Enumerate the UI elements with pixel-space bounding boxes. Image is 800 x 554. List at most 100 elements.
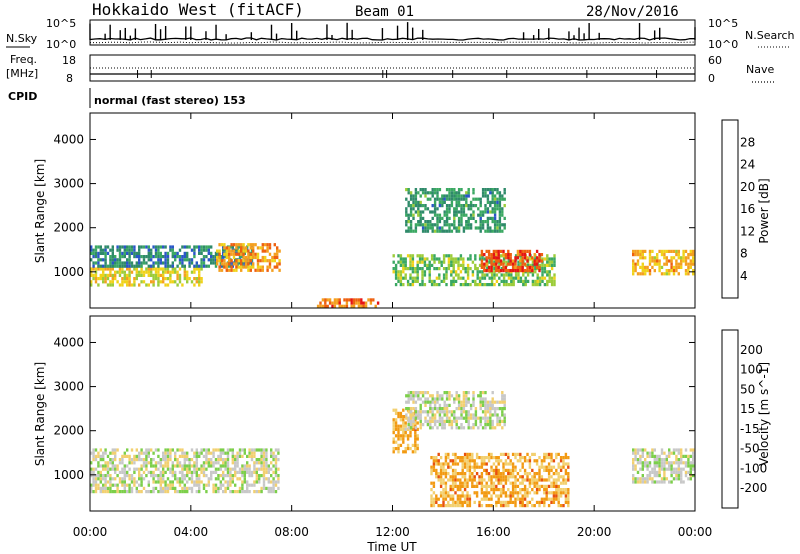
heatmap-cell bbox=[126, 448, 129, 452]
heatmap-cell bbox=[672, 467, 676, 471]
heatmap-cell bbox=[154, 277, 158, 281]
heatmap-cell bbox=[111, 451, 114, 455]
heatmap-cell bbox=[135, 490, 138, 494]
heatmap-cell bbox=[210, 477, 213, 481]
heatmap-cell bbox=[552, 481, 556, 485]
heatmap-cell bbox=[224, 461, 227, 465]
heatmap-cell bbox=[404, 434, 407, 438]
heatmap-cell bbox=[564, 452, 568, 456]
heatmap-cell bbox=[92, 451, 95, 455]
colorbar-tick-label: 12 bbox=[740, 224, 755, 238]
heatmap-cell bbox=[121, 251, 124, 255]
heatmap-cell bbox=[190, 477, 194, 481]
heatmap-cell bbox=[164, 261, 167, 265]
heatmap-cell bbox=[367, 298, 370, 302]
heatmap-cell bbox=[268, 246, 272, 250]
heatmap-cell bbox=[369, 301, 373, 305]
heatmap-cell bbox=[238, 255, 242, 259]
heatmap-cell bbox=[443, 426, 446, 430]
heatmap-cell bbox=[648, 451, 652, 455]
heatmap-cell bbox=[240, 243, 243, 247]
heatmap-cell bbox=[445, 207, 449, 211]
heatmap-cell bbox=[503, 407, 506, 411]
heatmap-cell bbox=[462, 229, 466, 233]
heatmap-cell bbox=[461, 462, 464, 466]
heatmap-cell bbox=[445, 197, 449, 201]
heatmap-cell bbox=[219, 451, 222, 455]
heatmap-cell bbox=[469, 207, 473, 211]
heatmap-cell bbox=[489, 191, 492, 195]
heatmap-cell bbox=[547, 456, 551, 460]
heatmap-cell bbox=[646, 454, 649, 458]
heatmap-cell bbox=[97, 245, 100, 249]
heatmap-cell bbox=[430, 504, 433, 508]
heatmap-cell bbox=[140, 273, 143, 277]
heatmap-cell bbox=[99, 267, 102, 271]
heatmap-cell bbox=[535, 484, 539, 488]
heatmap-cell bbox=[485, 269, 488, 273]
heatmap-cell bbox=[491, 200, 494, 204]
heatmap-cell bbox=[528, 478, 532, 482]
heatmap-cell bbox=[509, 262, 512, 266]
heatmap-cell bbox=[394, 270, 398, 274]
heatmap-cell bbox=[260, 454, 263, 458]
heatmap-cell bbox=[442, 273, 446, 277]
heatmap-cell bbox=[552, 465, 556, 469]
heatmap-cell bbox=[92, 483, 95, 487]
heatmap-cell bbox=[424, 226, 427, 230]
heatmap-cell bbox=[545, 488, 548, 492]
heatmap-cell bbox=[412, 216, 415, 220]
heatmap-cell bbox=[644, 249, 647, 253]
heatmap-cell bbox=[111, 258, 114, 262]
heatmap-cell bbox=[430, 456, 433, 460]
heatmap-cell bbox=[431, 426, 434, 430]
heatmap-cell bbox=[474, 279, 477, 283]
heatmap-cell bbox=[477, 197, 480, 201]
heatmap-cell bbox=[405, 407, 408, 411]
heatmap-cell bbox=[150, 248, 153, 252]
heatmap-cell bbox=[90, 251, 93, 255]
heatmap-cell bbox=[205, 483, 208, 487]
heatmap-cell bbox=[456, 494, 460, 498]
heatmap-cell bbox=[466, 491, 469, 495]
heatmap-cell bbox=[538, 504, 541, 508]
power-colorbar-label: Power [dB] bbox=[757, 178, 771, 243]
heatmap-cell bbox=[183, 477, 186, 481]
heatmap-cell bbox=[490, 283, 494, 287]
heatmap-cell bbox=[493, 204, 497, 208]
heatmap-cell bbox=[440, 260, 443, 264]
heatmap-cell bbox=[490, 273, 494, 277]
heatmap-cell bbox=[498, 416, 502, 420]
heatmap-cell bbox=[476, 283, 479, 287]
heatmap-cell bbox=[480, 265, 484, 269]
heatmap-cell bbox=[514, 465, 517, 469]
heatmap-cell bbox=[181, 486, 184, 490]
heatmap-cell bbox=[493, 413, 497, 417]
heatmap-cell bbox=[651, 480, 654, 484]
heatmap-cell bbox=[232, 252, 236, 256]
heatmap-cell bbox=[501, 426, 504, 430]
heatmap-cell bbox=[545, 491, 548, 495]
heatmap-cell bbox=[457, 407, 461, 411]
heatmap-cell bbox=[498, 229, 502, 233]
heatmap-cell bbox=[450, 279, 453, 283]
heatmap-cell bbox=[250, 470, 254, 474]
heatmap-cell bbox=[475, 472, 479, 476]
heatmap-cell bbox=[460, 423, 463, 427]
heatmap-cell bbox=[142, 245, 146, 249]
heatmap-cell bbox=[550, 481, 553, 485]
heatmap-cell bbox=[516, 253, 520, 257]
heatmap-cell bbox=[426, 191, 430, 195]
heatmap-cell bbox=[435, 468, 438, 472]
heatmap-cell bbox=[471, 452, 474, 456]
heatmap-cell bbox=[207, 458, 210, 462]
heatmap-cell bbox=[483, 269, 486, 273]
y-tick-label: 3000 bbox=[53, 380, 84, 394]
heatmap-cell bbox=[478, 263, 482, 267]
heatmap-cell bbox=[152, 474, 155, 478]
heatmap-cell bbox=[123, 273, 126, 277]
heatmap-cell bbox=[106, 464, 110, 468]
heatmap-cell bbox=[414, 421, 417, 425]
heatmap-cell bbox=[473, 478, 476, 482]
heatmap-cell bbox=[188, 470, 191, 474]
